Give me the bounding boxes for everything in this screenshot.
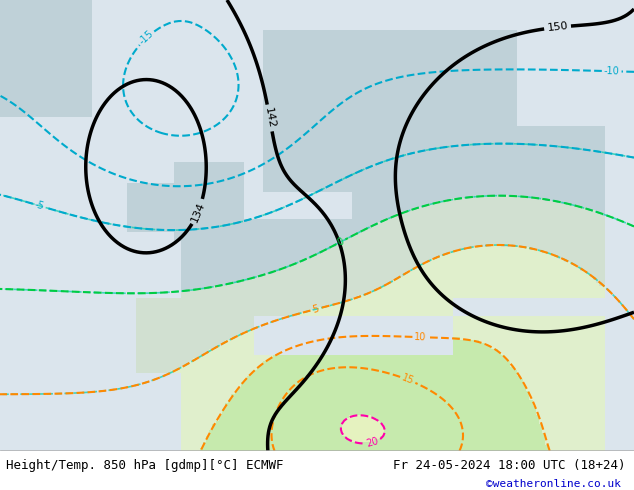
Text: 5: 5 (311, 304, 320, 315)
Text: 134: 134 (190, 200, 207, 223)
Text: 142: 142 (263, 107, 276, 129)
Text: 20: 20 (365, 436, 380, 449)
Text: 150: 150 (547, 21, 569, 33)
Text: -15: -15 (138, 29, 156, 47)
Text: ©weatheronline.co.uk: ©weatheronline.co.uk (486, 479, 621, 489)
Text: Fr 24-05-2024 18:00 UTC (18+24): Fr 24-05-2024 18:00 UTC (18+24) (393, 459, 626, 471)
Text: Height/Temp. 850 hPa [gdmp][°C] ECMWF: Height/Temp. 850 hPa [gdmp][°C] ECMWF (6, 459, 284, 471)
Text: -5: -5 (34, 199, 46, 212)
Text: 0: 0 (336, 236, 346, 247)
Text: 15: 15 (400, 373, 415, 387)
Text: 10: 10 (414, 332, 427, 343)
Text: -10: -10 (604, 66, 619, 76)
